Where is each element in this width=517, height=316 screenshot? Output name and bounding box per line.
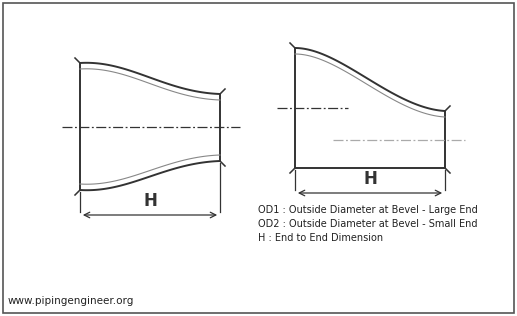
Text: H : End to End Dimension: H : End to End Dimension [258, 233, 383, 243]
Text: H: H [143, 192, 157, 210]
Polygon shape [80, 63, 220, 190]
Text: www.pipingengineer.org: www.pipingengineer.org [8, 296, 134, 306]
Text: H: H [363, 170, 377, 188]
Polygon shape [295, 48, 445, 168]
Text: OD1 : Outside Diameter at Bevel - Large End: OD1 : Outside Diameter at Bevel - Large … [258, 205, 478, 215]
Text: OD2 : Outside Diameter at Bevel - Small End: OD2 : Outside Diameter at Bevel - Small … [258, 219, 478, 229]
